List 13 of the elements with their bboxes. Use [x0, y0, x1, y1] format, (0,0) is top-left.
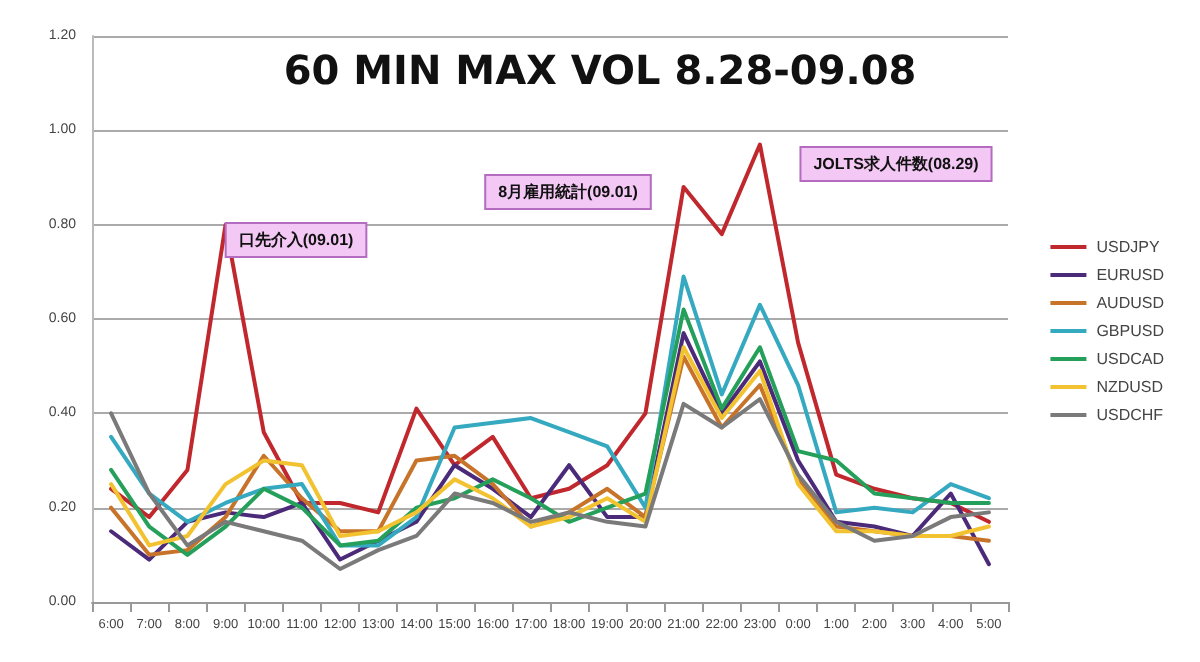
- legend-label: USDCHF: [1096, 406, 1164, 424]
- annotation: 8月雇用統計(09.01): [498, 181, 639, 201]
- legend-label: NZDUSD: [1096, 378, 1164, 396]
- annotation: JOLTS求人件数(08.29): [813, 155, 980, 173]
- legend-label: EURUSD: [1096, 266, 1165, 284]
- line-series: [109, 142, 991, 524]
- legend-label: USDCAD: [1096, 350, 1165, 368]
- legend-label: USDJPY: [1096, 238, 1161, 256]
- chart-title: 60 MIN MAX VOL 8.28-09.08: [283, 46, 917, 94]
- line-series: [109, 397, 991, 571]
- legend-label: AUDUSD: [1096, 294, 1165, 312]
- annotation: 口先介入(09.01): [238, 231, 355, 249]
- legend-label: GBPUSD: [1096, 322, 1165, 340]
